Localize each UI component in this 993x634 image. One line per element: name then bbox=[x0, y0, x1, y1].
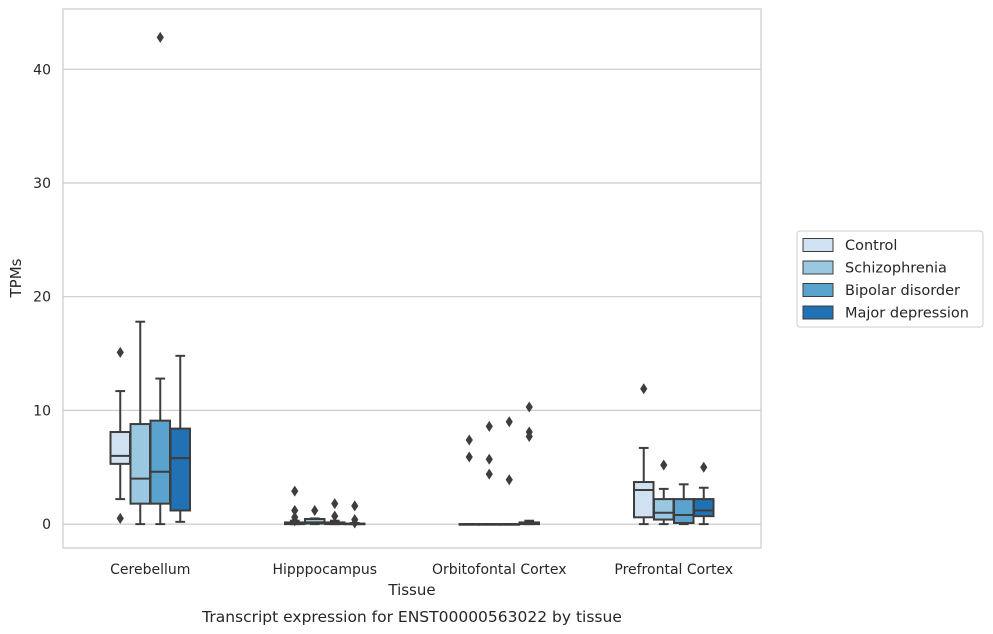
box-iqr bbox=[304, 518, 326, 525]
outlier-point bbox=[116, 346, 124, 358]
box-2-0 bbox=[458, 434, 480, 526]
box-1-3 bbox=[344, 500, 366, 529]
y-tick-label: 40 bbox=[33, 62, 51, 78]
box-1-1 bbox=[304, 504, 326, 526]
box-iqr bbox=[633, 481, 655, 519]
box-iqr bbox=[673, 498, 695, 524]
y-axis-label: TPMs bbox=[7, 258, 25, 298]
box-iqr bbox=[149, 419, 171, 505]
box-3-0 bbox=[633, 383, 655, 526]
legend-swatch bbox=[802, 283, 834, 297]
box-3-3 bbox=[693, 461, 715, 526]
outlier-point bbox=[311, 504, 319, 516]
y-tick-label: 10 bbox=[33, 403, 51, 419]
box-iqr bbox=[109, 431, 131, 465]
box-2-3 bbox=[518, 401, 540, 526]
outlier-point bbox=[351, 517, 359, 529]
outlier-point bbox=[525, 401, 533, 413]
box-iqr bbox=[653, 498, 675, 521]
x-tick-label: Orbitofontal Cortex bbox=[432, 562, 567, 578]
box-1-2 bbox=[324, 498, 346, 526]
legend-frame bbox=[796, 230, 984, 328]
legend: Control Schizophrenia Bipolar disorder Majo… bbox=[796, 230, 984, 328]
outlier-point bbox=[485, 453, 493, 465]
outlier-point bbox=[485, 468, 493, 480]
outlier-point bbox=[505, 416, 513, 428]
outlier-point bbox=[660, 459, 668, 471]
outlier-point bbox=[485, 420, 493, 432]
chart-caption: Transcript expression for ENST0000056302… bbox=[201, 608, 622, 626]
outlier-point bbox=[331, 498, 339, 510]
outlier-point bbox=[640, 383, 648, 395]
outlier-point bbox=[700, 461, 708, 473]
outlier-point bbox=[291, 485, 299, 497]
outlier-point bbox=[156, 31, 164, 43]
outlier-point bbox=[351, 500, 359, 512]
legend-label: Bipolar disorder bbox=[845, 283, 960, 299]
box-iqr bbox=[129, 423, 151, 505]
box-0-1 bbox=[129, 320, 151, 526]
box-3-2 bbox=[673, 483, 695, 526]
outlier-point bbox=[291, 515, 299, 527]
outlier-point bbox=[465, 451, 473, 463]
x-tick-label: Hipppocampus bbox=[272, 562, 377, 578]
legend-label: Schizophrenia bbox=[845, 261, 947, 277]
legend-swatch bbox=[802, 238, 834, 252]
x-axis-label: Tissue bbox=[387, 581, 435, 599]
box-iqr bbox=[169, 427, 191, 512]
legend-label: Control bbox=[845, 238, 897, 254]
outlier-point bbox=[465, 434, 473, 446]
outlier-point bbox=[525, 431, 533, 443]
y-tick-label: 20 bbox=[33, 290, 51, 306]
outlier-point bbox=[505, 474, 513, 486]
box-3-1 bbox=[653, 459, 675, 526]
x-tick-label: Prefrontal Cortex bbox=[614, 562, 733, 578]
legend-label: Major depression bbox=[845, 306, 969, 322]
legend-swatch bbox=[802, 260, 834, 275]
y-tick-labels: 0 10 20 30 40 bbox=[33, 62, 51, 533]
box-0-3 bbox=[169, 354, 191, 523]
outlier-point bbox=[291, 504, 299, 516]
box-0-0 bbox=[109, 346, 131, 524]
y-tick-label: 30 bbox=[33, 176, 51, 192]
outlier-point bbox=[116, 512, 124, 524]
x-tick-label: Cerebellum bbox=[110, 562, 190, 578]
outlier-point bbox=[331, 510, 339, 522]
y-tick-label: 0 bbox=[42, 517, 51, 533]
boxes bbox=[109, 31, 715, 529]
box-2-1 bbox=[478, 420, 500, 526]
legend-swatch bbox=[802, 305, 834, 320]
x-tick-labels: Cerebellum Hipppocampus Orbitofontal Corte… bbox=[110, 562, 733, 578]
box-iqr bbox=[693, 498, 715, 518]
